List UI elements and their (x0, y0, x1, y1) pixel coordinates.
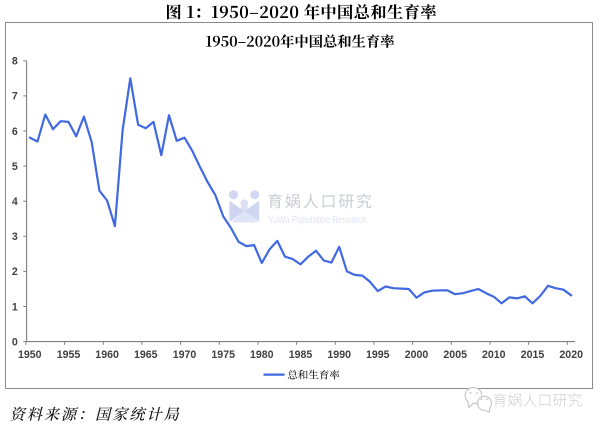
svg-text:2010: 2010 (482, 349, 506, 361)
svg-text:1965: 1965 (134, 349, 158, 361)
svg-text:1970: 1970 (173, 349, 197, 361)
svg-text:1960: 1960 (95, 349, 119, 361)
svg-text:3: 3 (12, 231, 18, 243)
svg-text:2000: 2000 (405, 349, 429, 361)
svg-text:7: 7 (12, 91, 18, 103)
svg-text:1980: 1980 (250, 349, 274, 361)
svg-text:1995: 1995 (366, 349, 390, 361)
svg-text:1975: 1975 (211, 349, 235, 361)
svg-text:2015: 2015 (521, 349, 545, 361)
svg-text:0: 0 (12, 336, 18, 348)
svg-text:2005: 2005 (443, 349, 467, 361)
svg-text:2020: 2020 (559, 349, 583, 361)
svg-text:YuWa Population Research: YuWa Population Research (268, 215, 367, 226)
svg-text:2: 2 (12, 266, 18, 278)
svg-text:4: 4 (12, 196, 18, 208)
svg-text:1955: 1955 (57, 349, 81, 361)
svg-text:1950: 1950 (18, 349, 42, 361)
svg-text:5: 5 (12, 161, 18, 173)
svg-text:1990: 1990 (327, 349, 351, 361)
svg-text:6: 6 (12, 126, 18, 138)
svg-text:1985: 1985 (289, 349, 313, 361)
svg-text:1: 1 (12, 301, 18, 313)
svg-text:8: 8 (12, 56, 18, 68)
